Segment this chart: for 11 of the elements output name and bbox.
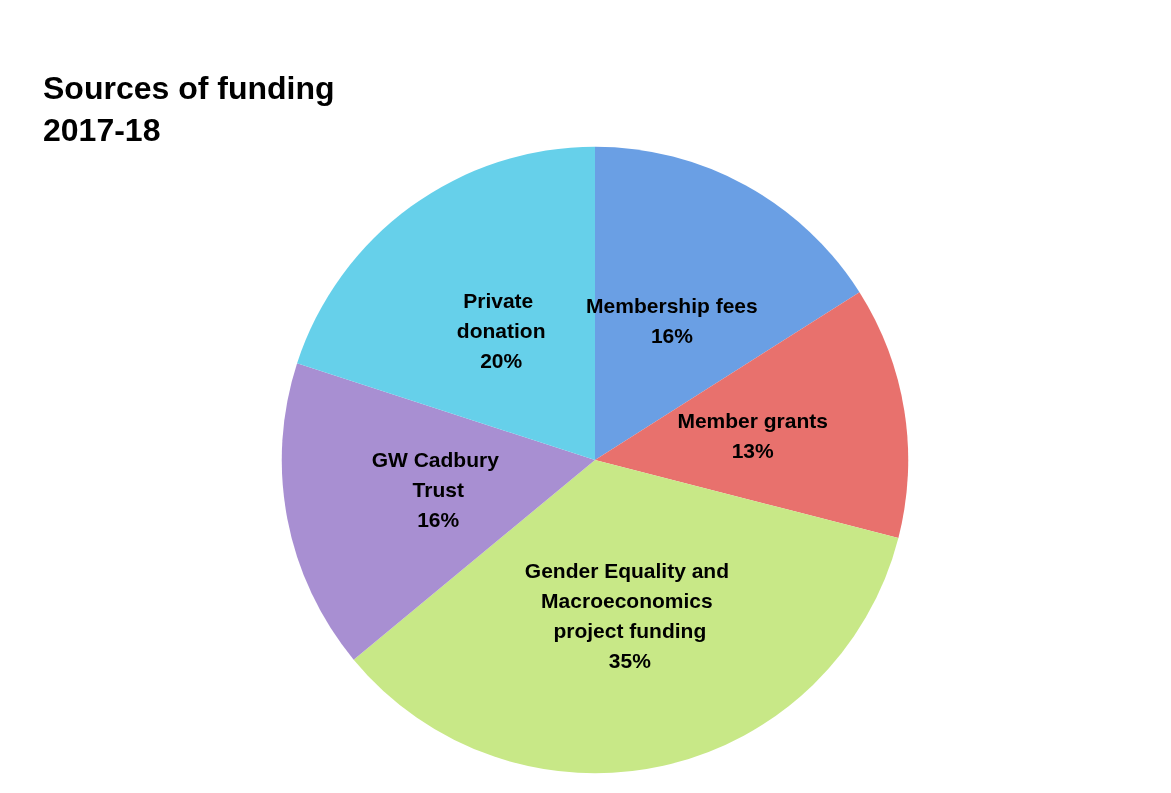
data-label: 20%: [480, 349, 523, 373]
slice-label: Private donation: [456, 289, 546, 343]
slice-label: Gender Equality and Macroeconomics project funding: [524, 559, 735, 643]
slice-label: Member grants: [677, 408, 828, 432]
data-label: 13%: [731, 438, 774, 462]
slice-label: Membership fees: [586, 293, 758, 317]
slice-label: GW Cadbury Trust: [371, 448, 505, 502]
data-label: 16%: [417, 508, 460, 532]
data-label: 16%: [650, 323, 694, 347]
data-label: 35%: [608, 649, 652, 673]
chart-title: Sources of funding 2017-18: [43, 70, 335, 148]
